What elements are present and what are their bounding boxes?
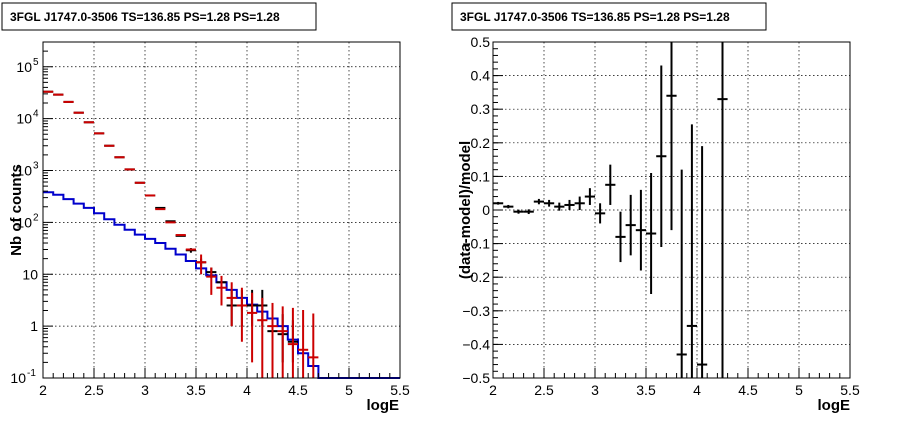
left-y-tick-label: 10 <box>22 266 38 282</box>
right-y-tick-label: 0.5 <box>471 34 491 50</box>
right-y-tick-label: 0.2 <box>471 135 491 151</box>
left-grid <box>43 42 400 378</box>
right-ticks: 2 2.5 3 3.5 4 4.5 5 5.5 −0.5 −0.4 −0.3 −0.2 −0.1 0 0.1… <box>462 34 860 398</box>
left-x-tick-label: 5.5 <box>390 382 410 398</box>
left-y-tick-label: 10 <box>16 59 32 75</box>
left-ylabel: Nb of counts <box>8 164 25 256</box>
right-x-tick-label: 5 <box>795 382 803 398</box>
right-y-tick-label: 0 <box>482 202 490 218</box>
left-x-tick-label: 5 <box>345 382 353 398</box>
right-y-tick-label: −0.3 <box>462 303 490 319</box>
left-y-tick-label: 10 <box>16 111 32 127</box>
right-grid <box>493 42 850 378</box>
left-x-tick-label: 3.5 <box>186 382 206 398</box>
right-x-tick-label: 4 <box>693 382 701 398</box>
left-x-tick-label: 2.5 <box>84 382 104 398</box>
right-x-tick-label: 5.5 <box>840 382 860 398</box>
right-y-tick-label: 0.1 <box>471 168 491 184</box>
right-x-tick-label: 3.5 <box>636 382 656 398</box>
left-y-tick-exponent: -1 <box>27 368 36 379</box>
left-y-tick-label: 10 <box>10 370 26 386</box>
right-x-tick-label: 3 <box>591 382 599 398</box>
right-x-tick-label: 2 <box>489 382 497 398</box>
left-y-tick-exponent: 2 <box>33 212 39 223</box>
left-y-tick-label: 10 <box>16 214 32 230</box>
left-frame <box>42 41 401 379</box>
right-y-tick-label: 0.3 <box>471 101 491 117</box>
right-y-tick-label: −0.2 <box>462 269 490 285</box>
left-marks <box>43 90 400 379</box>
left-title-box <box>1 2 317 31</box>
right-x-tick-label: 4.5 <box>738 382 758 398</box>
left-y-tick-exponent: 4 <box>33 109 39 120</box>
left-y-tick-exponent: 3 <box>33 161 39 172</box>
right-y-tick-label: 0.4 <box>471 68 491 84</box>
left-y-tick-label: 1 <box>30 318 38 334</box>
right-title: 3FGL J1747.0-3506 TS=136.85 PS=1.28 PS=1… <box>460 10 730 24</box>
left-x-tick-label: 2 <box>39 382 47 398</box>
left-xlabel: logE <box>367 397 400 414</box>
left-title: 3FGL J1747.0-3506 TS=136.85 PS=1.28 PS=1… <box>10 10 280 24</box>
right-y-tick-label: −0.1 <box>462 236 490 252</box>
right-xlabel: logE <box>818 397 851 414</box>
right-panel: 3FGL J1747.0-3506 TS=136.85 PS=1.28 PS=1… <box>451 2 860 414</box>
right-x-tick-label: 2.5 <box>534 382 554 398</box>
left-y-tick-exponent: 5 <box>33 57 39 68</box>
right-y-tick-label: −0.5 <box>462 370 490 386</box>
left-panel: 3FGL J1747.0-3506 TS=136.85 PS=1.28 PS=1… <box>1 2 410 414</box>
right-ylabel: (data-model)/model <box>457 141 474 279</box>
right-y-tick-label: −0.4 <box>462 336 490 352</box>
left-y-tick-label: 10 <box>16 163 32 179</box>
left-x-tick-label: 3 <box>141 382 149 398</box>
left-x-tick-label: 4.5 <box>288 382 308 398</box>
component-model-histogram <box>43 191 400 379</box>
right-title-box <box>451 2 767 31</box>
right-marks <box>493 42 728 378</box>
left-x-tick-label: 4 <box>243 382 251 398</box>
